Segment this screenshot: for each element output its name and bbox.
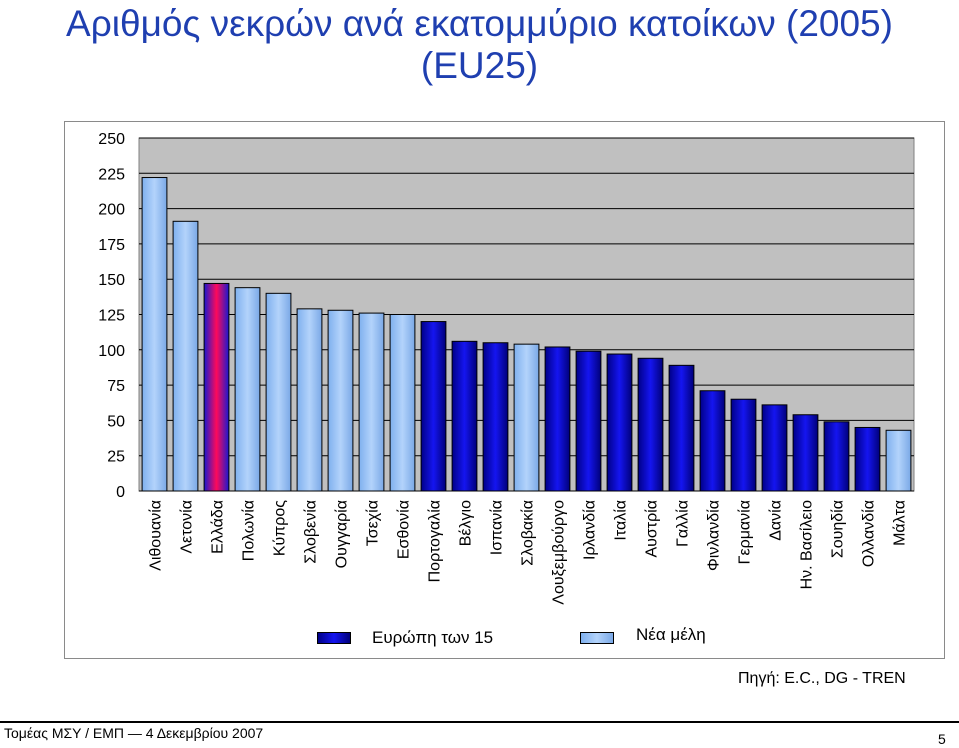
legend-swatch-eu15 [317,632,351,644]
x-tick-label: Ισπανία [489,500,506,555]
bar-20 [730,398,757,492]
legend-label-eu15: Ευρώπη των 15 [372,628,494,647]
y-tick-label: 75 [107,378,125,395]
x-tick-label: Λετονία [179,500,196,554]
x-tick-label: Γαλλία [675,500,692,547]
bar-19 [699,390,726,492]
bar-7 [327,309,354,492]
bar-23 [823,421,850,492]
x-tick-label: Δανία [768,500,785,541]
bar-2 [172,220,199,492]
bar-22 [792,414,819,492]
bar-6 [296,308,323,492]
x-tick-label: Σουηδία [830,500,847,558]
bar-11 [451,340,478,492]
source-note: Πηγή: E.C., DG - TREN [738,670,906,687]
bar-1 [141,177,168,492]
x-tick-label: Φινλανδία [706,500,723,571]
y-tick-label: 175 [98,237,125,254]
page-number: 5 [938,731,946,747]
bar-25 [885,429,912,492]
bar-9 [389,314,416,492]
x-tick-label: Εσθονία [396,500,413,559]
x-tick-label: Σλοβενία [303,500,320,564]
bar-3 [203,282,230,492]
x-tick-label: Κύπρος [272,500,289,556]
x-tick-label: Ην. Βασίλειο [799,500,816,589]
bar-8 [358,312,385,492]
y-tick-label: 100 [98,343,125,360]
y-tick-label: 200 [98,202,125,219]
footer-text: Τομέας ΜΣΥ / ΕΜΠ — 4 Δεκεμβρίου 2007 [4,725,264,741]
x-tick-label: Ολλανδία [861,500,878,567]
footer-divider [0,721,959,723]
chart-title-line2: (EU25) [420,45,539,86]
x-tick-label: Λουξεμβούργο [551,500,568,605]
x-tick-label: Πολωνία [241,500,258,561]
x-tick-label: Βέλγιο [458,500,475,546]
x-tick-label: Μάλτα [892,500,909,546]
y-tick-label: 0 [116,484,125,501]
bar-4 [234,287,261,492]
y-tick-label: 225 [98,166,125,183]
bar-21 [761,404,788,492]
bar-12 [482,342,509,492]
y-tick-label: 50 [107,413,125,430]
y-tick-label: 250 [98,131,125,148]
y-tick-label: 125 [98,308,125,325]
legend-swatch-new-members [580,632,614,644]
y-tick-label: 25 [107,449,125,466]
x-tick-label: Ουγγαρία [334,500,351,568]
x-tick-label: Αυστρία [644,500,661,558]
x-tick-label: Ελλάδα [210,500,227,554]
bar-18 [668,364,695,492]
x-tick-label: Λιθουανία [148,500,165,571]
x-tick-label: Ιρλανδία [582,500,599,560]
x-tick-label: Γερμανία [737,500,754,564]
x-tick-label: Ιταλία [613,500,630,541]
y-tick-label: 150 [98,272,125,289]
bar-10 [420,321,447,492]
x-tick-label: Τσεχία [365,500,382,546]
bar-13 [513,343,540,492]
x-tick-label: Σλοβακία [520,500,537,566]
legend-label-new-members: Νέα μέλη [636,625,706,644]
chart-title-line1: Αριθμός νεκρών ανά εκατομμύριο κατοίκων … [66,3,893,44]
bar-15 [575,350,602,492]
x-tick-label: Πορτογαλία [427,500,444,582]
bar-17 [637,357,664,492]
bar-14 [544,346,571,492]
bar-16 [606,353,633,492]
bar-5 [265,292,292,492]
bar-24 [854,426,881,492]
